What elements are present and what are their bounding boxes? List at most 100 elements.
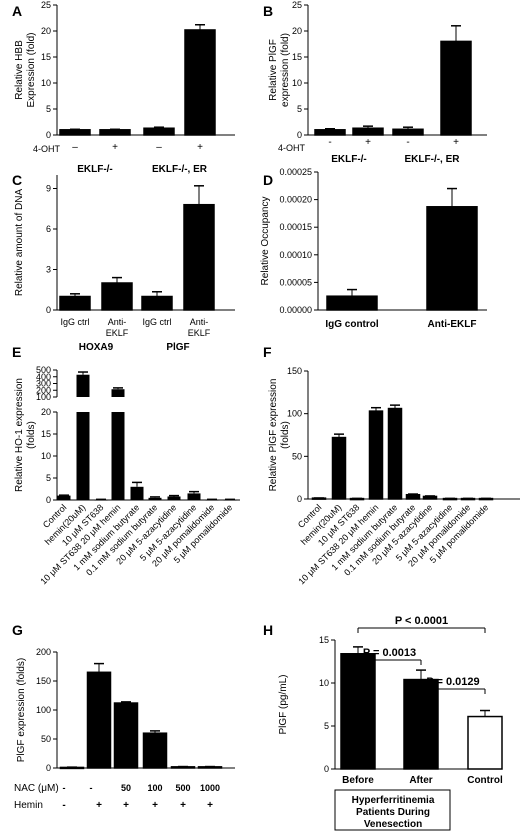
patients-box — [334, 789, 451, 831]
group-label: EKLF-/- — [331, 154, 367, 165]
y-tick-label: 100 — [36, 705, 51, 715]
x-tick-label-nac: - — [63, 783, 66, 793]
y-tick-label: 20 — [41, 407, 51, 417]
y-tick-label: 500 — [36, 365, 51, 375]
panel-letter-D: D — [263, 172, 273, 188]
group-label: EKLF-/-, ER — [152, 164, 208, 175]
x-tick-label-nac: 50 — [121, 783, 131, 793]
y-tick-label: 0.00005 — [279, 277, 312, 287]
bar-E-7 — [187, 493, 201, 500]
y-axis-label: Relative HBB — [14, 40, 25, 100]
x-tick-label-hemin: + — [152, 800, 158, 811]
x-tick-label: – — [72, 142, 78, 153]
y-tick-label: 0 — [297, 130, 302, 140]
bar-B-3 — [440, 40, 472, 136]
y-tick-label: 15 — [319, 635, 329, 645]
x-tick-label-nac: 500 — [175, 783, 190, 793]
bar-A-2 — [143, 127, 175, 136]
x-tick-label-hemin: + — [96, 800, 102, 811]
y-tick-label: 3 — [46, 265, 51, 275]
bar-D-1 — [426, 206, 478, 311]
bar-F-6 — [422, 495, 438, 500]
x-tick-label: IgG control — [325, 319, 379, 330]
y-tick-label: 0.00000 — [279, 305, 312, 315]
y-tick-label: 6 — [46, 224, 51, 234]
group-label: PlGF — [166, 342, 189, 353]
y-tick-label: 0 — [324, 764, 329, 774]
y-axis-label: Expression (fold) — [26, 32, 37, 107]
y-tick-label: 0 — [46, 305, 51, 315]
y-tick-label: 50 — [41, 734, 51, 744]
p-value-label: P = 0.0129 — [426, 676, 479, 688]
x-tick-label: After — [409, 775, 432, 786]
y-axis-label: (folds) — [26, 421, 37, 449]
y-axis-label: Relative Occupancy — [260, 197, 271, 286]
y-tick-label: 20 — [41, 26, 51, 36]
y-tick-label: 9 — [46, 184, 51, 194]
x-tick-label: + — [365, 137, 371, 148]
x-tick-label: IgG ctrl — [60, 317, 89, 327]
y-tick-label: 5 — [46, 473, 51, 483]
x-tick-label: Control — [467, 775, 503, 786]
y-tick-label: 10 — [41, 451, 51, 461]
x-tick-label: + — [453, 137, 459, 148]
panel-letter-E: E — [12, 344, 21, 360]
bar-E-5 — [148, 497, 162, 500]
row-label-4-OHT: 4-OHT — [33, 144, 61, 154]
bar-B-0 — [314, 129, 346, 136]
x-tick-label-nac: 100 — [147, 783, 162, 793]
bar-A-1 — [99, 129, 131, 136]
bar-E-0 — [57, 495, 71, 500]
x-tick-label-hemin: + — [123, 800, 129, 811]
bar-E-6 — [167, 496, 181, 500]
x-tick-label: Anti- — [190, 317, 209, 327]
p-value-label: P < 0.0001 — [395, 615, 448, 627]
bar-G-2 — [113, 702, 139, 769]
y-axis-label: (folds) — [280, 421, 291, 449]
y-tick-label: 0 — [297, 494, 302, 504]
y-tick-label: 0 — [46, 130, 51, 140]
x-tick-label: Anti- — [108, 317, 127, 327]
row-label-hemin: Hemin — [14, 800, 43, 811]
y-axis-label: PlGF (pg/mL) — [278, 674, 289, 734]
patients-box-text: Hyperferritinemia — [352, 795, 435, 806]
y-tick-label: 150 — [287, 366, 302, 376]
panel-letter-C: C — [12, 172, 22, 188]
x-tick-label-nac: - — [90, 783, 93, 793]
x-tick-label: + — [112, 142, 118, 153]
y-axis-label: Relative PlGF expression — [268, 379, 279, 492]
patients-box-text: Venesection — [364, 819, 422, 830]
y-tick-label: 300 — [36, 379, 51, 389]
group-label: EKLF-/-, ER — [405, 154, 461, 165]
y-axis-label: expression (fold) — [280, 33, 291, 107]
row-label-4-OHT: 4-OHT — [278, 143, 306, 153]
bar-C-3 — [183, 203, 215, 311]
patients-box-text: Patients During — [356, 807, 430, 818]
y-tick-label: 0 — [46, 495, 51, 505]
y-axis-label: Relative PlGF — [268, 39, 279, 101]
y-tick-label: 15 — [292, 52, 302, 62]
x-tick-label: EKLF — [188, 328, 211, 338]
bar-F-1 — [331, 436, 347, 500]
y-tick-label: 25 — [292, 0, 302, 10]
bar-D-0 — [326, 295, 378, 311]
y-axis-label: PlGF expression (folds) — [16, 658, 27, 762]
x-tick-label-hemin: - — [62, 800, 65, 811]
y-tick-label: 0.00010 — [279, 250, 312, 260]
y-axis-label: Relative HO-1 expression — [14, 378, 25, 492]
bar-F-5 — [405, 493, 421, 500]
row-label-nac: NAC (μM) — [14, 783, 59, 794]
y-tick-label: 200 — [36, 385, 51, 395]
y-tick-label: 50 — [292, 451, 302, 461]
x-tick-label: + — [197, 142, 203, 153]
y-tick-label: 15 — [41, 52, 51, 62]
y-tick-label: 5 — [46, 104, 51, 114]
y-tick-label: 0.00020 — [279, 195, 312, 205]
y-tick-label: 10 — [319, 678, 329, 688]
bar-H-2 — [467, 715, 503, 770]
bar-F-4 — [387, 407, 403, 500]
x-tick-label: IgG ctrl — [142, 317, 171, 327]
bar-G-1 — [86, 671, 112, 769]
bar-A-3 — [184, 29, 216, 136]
bar-E-1-low — [76, 412, 90, 500]
